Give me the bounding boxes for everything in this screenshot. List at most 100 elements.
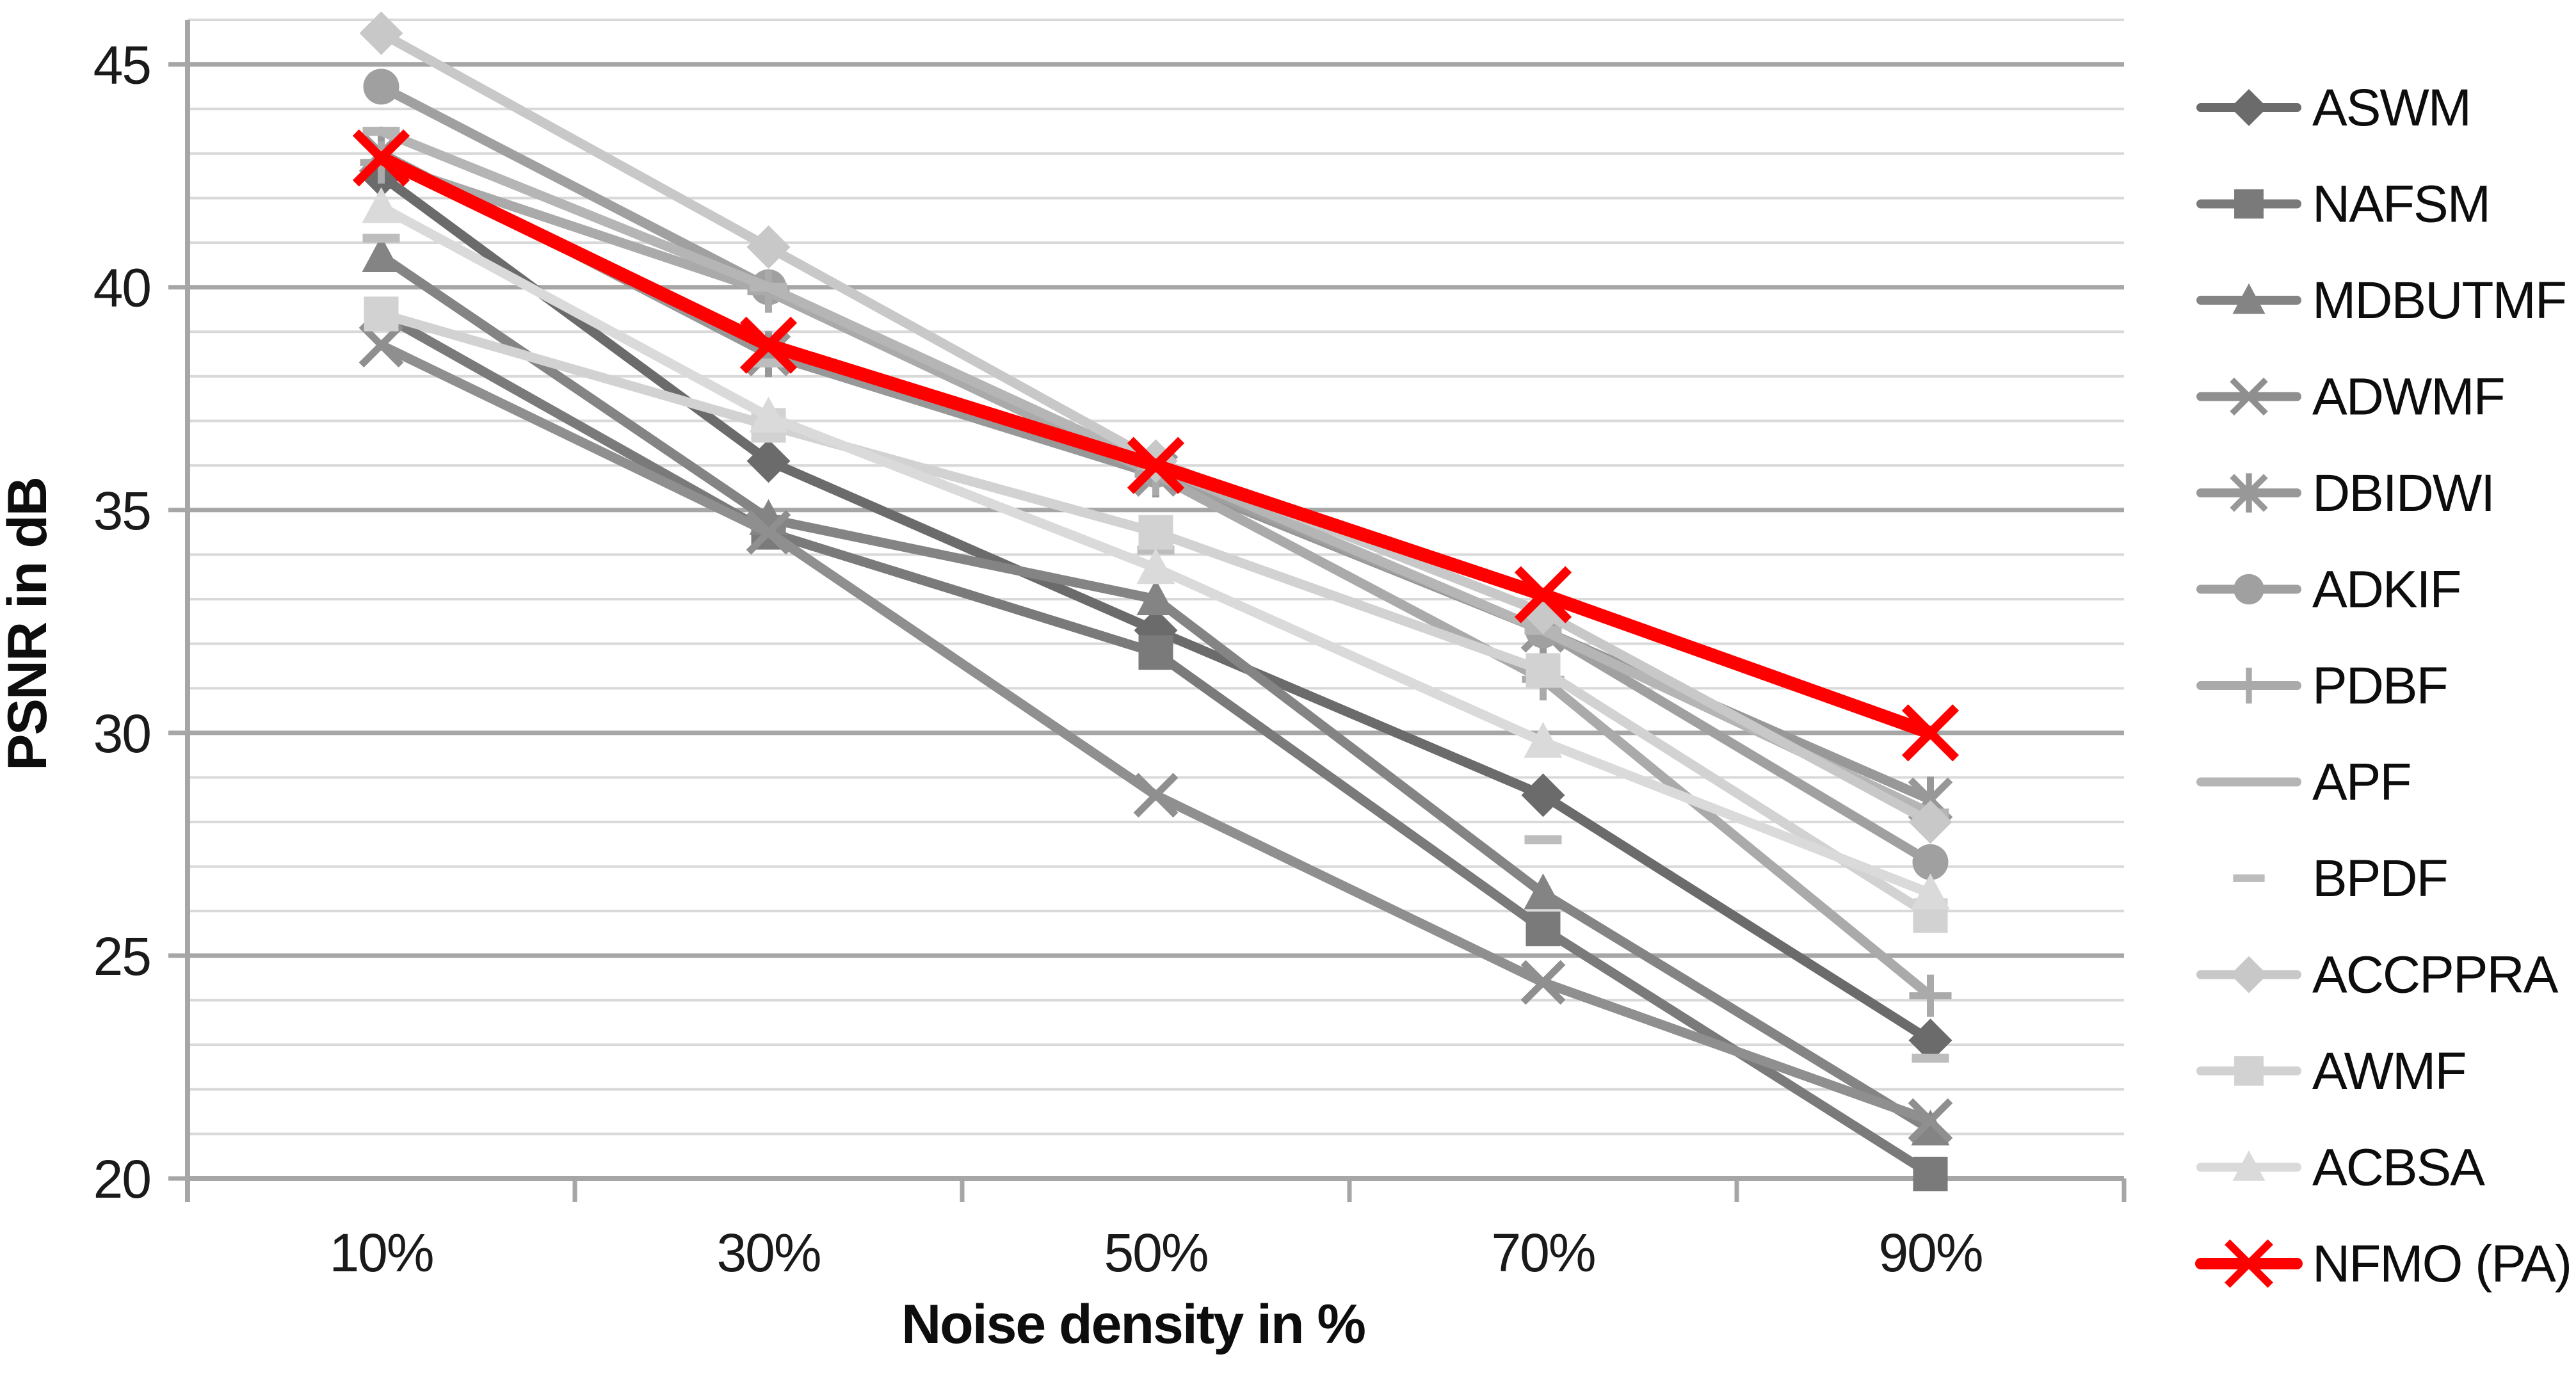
x-marker [358, 323, 404, 368]
dash-marker [362, 234, 400, 243]
dash-marker [362, 127, 400, 136]
dash-marker [2233, 778, 2265, 786]
triangle-marker [749, 396, 788, 433]
legend-label: ADKIF [2312, 561, 2460, 619]
x-marker [1133, 773, 1179, 818]
square-marker [2234, 189, 2264, 219]
diamond-marker [2230, 956, 2267, 993]
x-marker [352, 129, 410, 187]
legend-label: ACBSA [2312, 1139, 2485, 1197]
triangle-marker [1911, 1109, 1950, 1146]
diamond-marker [1521, 773, 1565, 817]
square-marker [1913, 1157, 1948, 1192]
dash-marker [750, 282, 787, 292]
triangle-marker [1136, 548, 1175, 584]
legend-label: ADWMF [2312, 368, 2504, 426]
legend-item-accppra: ACCPPRA [2196, 946, 2560, 1004]
circle-marker [363, 68, 399, 105]
y-tick-label-40: 40 [93, 258, 150, 318]
x-axis-title: Noise density in % [901, 1294, 1365, 1355]
legend-label: MDBUTMF [2312, 271, 2566, 330]
series-accppra [359, 11, 1952, 844]
legend-label: BPDF [2312, 849, 2447, 908]
legend-item-nfmo-pa-: NFMO (PA) [2195, 1235, 2572, 1293]
plus-marker [1909, 974, 1952, 1017]
legend-label: PDBF [2312, 657, 2447, 715]
x-tick-label-10%: 10% [329, 1223, 433, 1283]
legend-label: NAFSM [2312, 175, 2490, 234]
x-marker [1901, 704, 1960, 762]
plus-marker [2230, 667, 2267, 704]
legend-item-acbsa: ACBSA [2196, 1139, 2486, 1197]
triangle-marker [1911, 873, 1950, 910]
x-marker [739, 316, 798, 374]
y-tick-label-45: 45 [93, 35, 150, 95]
legend-item-aswm: ASWM [2196, 79, 2472, 137]
series-adwmf [358, 323, 1953, 1143]
legend-item-adwmf: ADWMF [2196, 368, 2506, 426]
square-marker [1525, 912, 1561, 947]
square-marker [2234, 1056, 2264, 1086]
dash-marker [1524, 835, 1562, 844]
square-marker [1138, 635, 1173, 670]
legend: ASWM NAFSM MDBUTMF ADWMF DBIDWI ADKIF PDBF APF B… [2195, 79, 2572, 1293]
triangle-marker [1136, 579, 1175, 615]
data-series [352, 11, 1960, 1192]
triangle-marker [1524, 873, 1563, 910]
circle-marker [1912, 844, 1949, 880]
x-marker [1520, 960, 1566, 1005]
legend-label: APF [2312, 753, 2410, 812]
triangle-marker [2232, 283, 2266, 314]
star-marker [2230, 473, 2268, 513]
x-marker [1908, 1098, 1953, 1143]
circle-marker [2234, 574, 2264, 605]
x-tick-label-70%: 70% [1491, 1223, 1595, 1283]
x-tick-label-50%: 50% [1104, 1223, 1207, 1283]
x-marker [2225, 1239, 2273, 1288]
triangle-marker [362, 187, 401, 223]
legend-label: ASWM [2312, 79, 2470, 137]
y-tick-label-35: 35 [93, 481, 150, 541]
series-acbsa [362, 187, 1950, 910]
legend-label: NFMO (PA) [2312, 1235, 2571, 1293]
legend-label: DBIDWI [2312, 464, 2494, 522]
triangle-marker [2232, 1150, 2266, 1181]
y-tick-label-25: 25 [93, 926, 150, 986]
x-tick-label-30%: 30% [716, 1223, 820, 1283]
dash-marker [1912, 1054, 1949, 1063]
square-marker [1525, 653, 1561, 688]
diamond-marker [746, 225, 791, 269]
x-tick-label-90%: 90% [1878, 1223, 1982, 1283]
tick-labels: 45 40 35 30 25 20 10% 30% 50% 70% 90% [93, 35, 1984, 1283]
legend-item-pdbf: PDBF [2196, 657, 2449, 715]
diamond-marker [1908, 1018, 1952, 1063]
series-nafsm [364, 296, 1948, 1192]
legend-item-dbidwi: DBIDWI [2196, 464, 2495, 522]
axes [168, 20, 2127, 1202]
dash-marker [2233, 874, 2265, 882]
y-tick-label-20: 20 [93, 1149, 150, 1209]
legend-label: AWMF [2312, 1042, 2465, 1100]
legend-item-bpdf: BPDF [2233, 849, 2449, 908]
legend-item-mdbutmf: MDBUTMF [2196, 271, 2567, 330]
square-marker [364, 296, 399, 332]
legend-item-apf: APF [2196, 753, 2411, 812]
diamond-marker [2230, 89, 2267, 126]
square-marker [1138, 515, 1173, 550]
legend-item-awmf: AWMF [2196, 1042, 2467, 1100]
triangle-marker [362, 236, 401, 272]
x-marker [746, 510, 791, 555]
diamond-marker [746, 439, 791, 483]
x-marker [2230, 377, 2268, 416]
legend-label: ACCPPRA [2312, 946, 2559, 1004]
x-marker [1127, 437, 1185, 494]
diamond-marker [359, 11, 403, 55]
x-marker [1514, 566, 1572, 623]
diamond-marker [1908, 800, 1952, 844]
legend-item-adkif: ADKIF [2196, 561, 2461, 619]
series-nfmo-pa- [352, 129, 1960, 762]
y-axis-title: PSNR in dB [0, 478, 58, 771]
triangle-marker [1524, 721, 1563, 758]
y-tick-label-30: 30 [93, 704, 150, 764]
